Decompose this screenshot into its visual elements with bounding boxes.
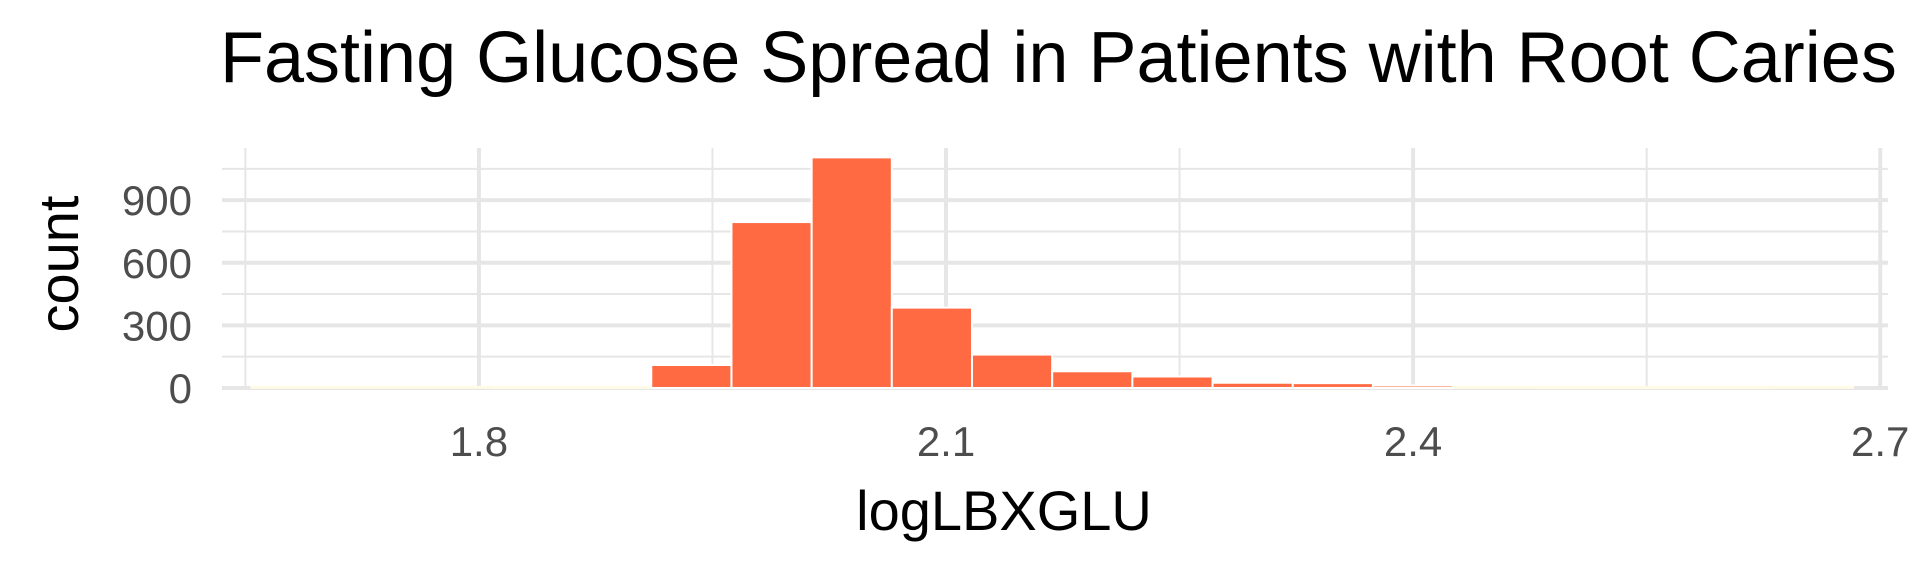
histogram-bars (250, 156, 1855, 390)
y-axis-title: count (27, 195, 90, 332)
histogram-bar (810, 156, 893, 389)
y-tick-label: 300 (122, 302, 192, 349)
histogram-bar (1131, 375, 1214, 389)
histogram-bar (890, 306, 974, 389)
histogram-bar (650, 364, 733, 389)
y-tick-label: 900 (122, 177, 192, 224)
histogram-bar (1613, 386, 1694, 390)
grid-lines (222, 148, 1888, 390)
x-axis-ticks: 1.8 2.1 2.4 2.7 (450, 418, 1910, 465)
histogram-bar (571, 386, 652, 390)
histogram-bar (1371, 384, 1455, 389)
x-axis-title: logLBXGLU (856, 479, 1152, 542)
chart-title: Fasting Glucose Spread in Patients with … (220, 18, 1897, 98)
x-tick-label: 2.7 (1851, 418, 1909, 465)
x-tick-label: 1.8 (450, 418, 508, 465)
histogram-bar (1051, 370, 1134, 389)
histogram-bar (1291, 382, 1374, 389)
y-axis-ticks: 0 300 600 900 (122, 177, 192, 412)
histogram-bar (730, 221, 813, 389)
x-tick-label: 2.1 (917, 418, 975, 465)
histogram-bar (410, 385, 491, 389)
histogram-bar (1773, 385, 1855, 389)
histogram-bar (250, 385, 331, 389)
y-tick-label: 600 (122, 240, 192, 287)
histogram-bar (1211, 381, 1294, 389)
y-tick-label: 0 (169, 365, 192, 412)
histogram-bar (971, 353, 1054, 389)
histogram-bar (490, 386, 572, 390)
histogram-bar (1693, 386, 1774, 390)
histogram-bar (330, 385, 411, 389)
histogram-bar (1533, 386, 1614, 390)
x-tick-label: 2.4 (1384, 418, 1442, 465)
histogram-bar (1453, 385, 1534, 389)
